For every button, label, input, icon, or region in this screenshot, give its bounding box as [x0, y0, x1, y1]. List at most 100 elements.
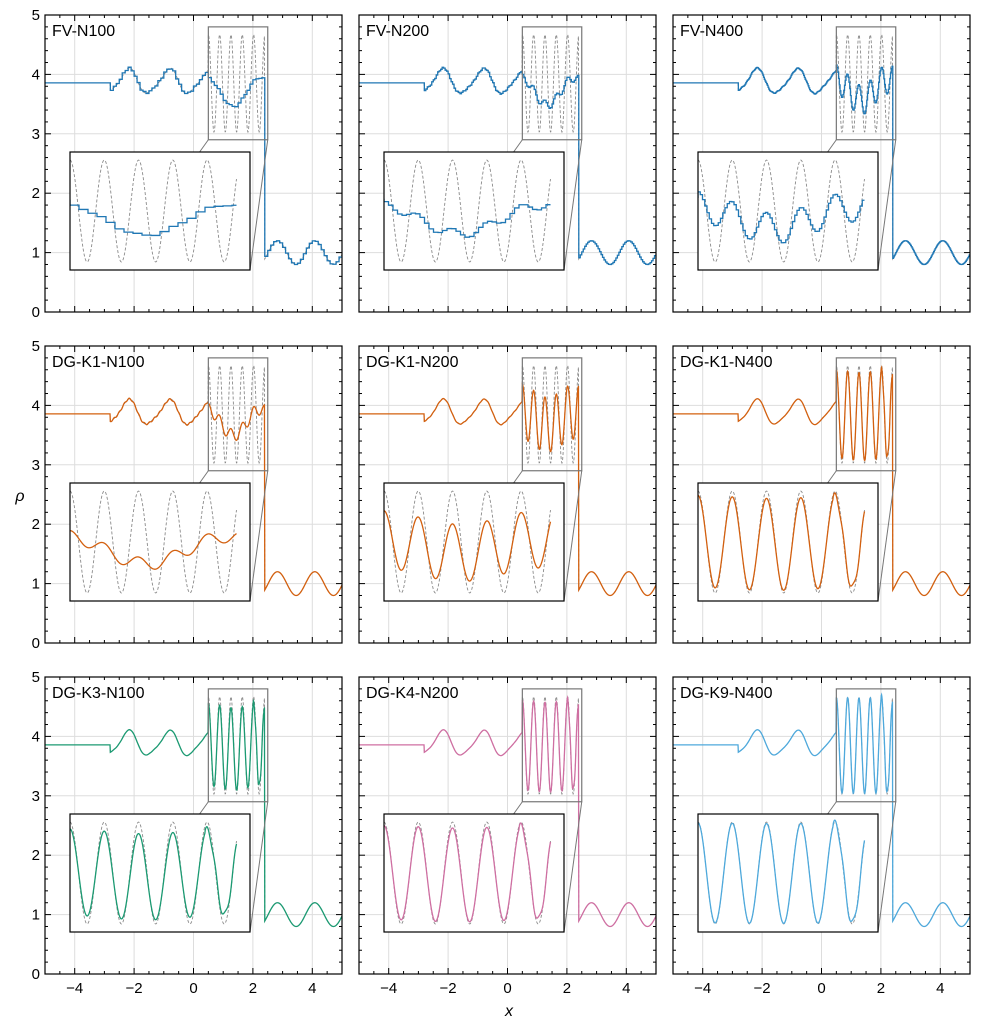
- zoom-connector: [563, 801, 583, 933]
- panel-title: DG-K1-N200: [366, 354, 459, 371]
- y-tick-label: 4: [32, 728, 40, 745]
- y-tick-label: 0: [32, 635, 40, 652]
- zoom-connector: [513, 139, 523, 153]
- inset-plot: [70, 159, 237, 263]
- zoom-region-box: [207, 688, 269, 803]
- zoom-region-box: [207, 357, 269, 472]
- inset-frame: [69, 482, 251, 602]
- solution-line: [359, 382, 656, 597]
- inset-plot: [384, 821, 552, 925]
- inset-plot: [698, 490, 866, 594]
- zoom-connector: [513, 470, 523, 484]
- y-tick-label: 2: [32, 516, 40, 533]
- inset-frame: [383, 813, 565, 933]
- inset-solution-line: [384, 198, 551, 238]
- panel-title: DG-K1-N100: [52, 354, 145, 371]
- x-tick-label: 0: [503, 980, 511, 997]
- zoom-connector: [827, 139, 837, 153]
- panel-title: DG-K1-N400: [680, 354, 773, 371]
- inset-background: [384, 483, 564, 601]
- inset-background: [70, 152, 250, 270]
- panel-fv-n400: FV-N400: [672, 14, 971, 313]
- y-tick-label: 2: [32, 847, 40, 864]
- solution-line: [359, 695, 656, 928]
- y-tick-label: 1: [32, 245, 40, 262]
- panel-dg-k4-n200: −4 −2 0 2 4 DG-K4-N200: [358, 676, 657, 997]
- panel-fv-n100: 0 1 2 3 4 5 FV-N100: [32, 7, 343, 321]
- zoom-region-box: [835, 688, 897, 803]
- inset-reference-line: [698, 159, 865, 263]
- inset-reference-line: [384, 159, 551, 263]
- panel-dg-k1-n200: DG-K1-N200: [358, 345, 657, 644]
- x-tick-label: −4: [380, 980, 397, 997]
- inset-background: [384, 152, 564, 270]
- y-tick-label: 0: [32, 966, 40, 983]
- zoom-region-box: [521, 357, 583, 472]
- x-tick-label: −2: [440, 980, 457, 997]
- solution-line: [45, 698, 342, 928]
- panel-title: FV-N100: [52, 23, 115, 40]
- y-axis-label: ρ: [14, 488, 24, 505]
- zoom-region-box: [521, 688, 583, 803]
- x-tick-label: 4: [622, 980, 630, 997]
- panel-title: DG-K3-N100: [52, 685, 145, 702]
- zoom-connector: [877, 801, 897, 933]
- y-tick-label: 5: [32, 338, 40, 355]
- zoom-connector: [199, 139, 209, 153]
- panel-grid: 0 1 2 3 4 5 FV-N100 FV-N200 FV-N400 0 1 2 3 4 5 DG-K1-N…: [32, 7, 971, 997]
- inset-solution-line: [384, 510, 552, 582]
- inset-solution-line: [70, 826, 238, 921]
- inset-frame: [383, 151, 565, 271]
- x-tick-label: 2: [563, 980, 571, 997]
- inset-solution-line: [70, 199, 237, 237]
- inset-background: [698, 483, 878, 601]
- zoom-connector: [563, 470, 583, 602]
- panel-title: FV-N400: [680, 23, 743, 40]
- inset-plot: [698, 819, 866, 925]
- x-tick-label: 0: [189, 980, 197, 997]
- y-tick-label: 3: [32, 457, 40, 474]
- x-tick-label: 2: [877, 980, 885, 997]
- zoom-region-box: [835, 357, 897, 472]
- inset-reference-line: [70, 159, 237, 263]
- solution-line: [673, 692, 970, 928]
- inset-reference-line: [70, 490, 237, 594]
- inset-background: [698, 152, 878, 270]
- panel-title: DG-K9-N400: [680, 685, 773, 702]
- solution-line: [45, 397, 342, 597]
- zoom-connector: [563, 139, 583, 271]
- zoom-region-box: [521, 26, 583, 141]
- zoom-connector: [877, 470, 897, 602]
- zoom-connector: [827, 801, 837, 815]
- y-tick-label: 1: [32, 907, 40, 924]
- solution-line: [673, 365, 970, 597]
- panel-fv-n200: FV-N200: [358, 14, 657, 313]
- y-tick-label: 1: [32, 576, 40, 593]
- y-tick-label: 4: [32, 397, 40, 414]
- y-tick-label: 5: [32, 669, 40, 686]
- inset-plot: [384, 490, 552, 594]
- zoom-region-box: [835, 26, 897, 141]
- zoom-region-box: [207, 26, 269, 141]
- x-tick-label: −2: [126, 980, 143, 997]
- zoom-connector: [513, 801, 523, 815]
- y-tick-label: 5: [32, 7, 40, 24]
- inset-frame: [69, 813, 251, 933]
- zoom-connector: [827, 470, 837, 484]
- inset-plot: [698, 159, 865, 263]
- x-tick-label: 0: [817, 980, 825, 997]
- zoom-connector: [199, 470, 209, 484]
- y-tick-label: 3: [32, 788, 40, 805]
- inset-reference-line: [384, 490, 551, 594]
- panel-dg-k9-n400: −4 −2 0 2 4 DG-K9-N400: [672, 676, 971, 997]
- inset-plot: [70, 490, 237, 594]
- x-tick-label: −4: [694, 980, 711, 997]
- x-tick-label: 4: [308, 980, 316, 997]
- zoom-connector: [249, 801, 269, 933]
- inset-background: [70, 814, 250, 932]
- y-tick-label: 3: [32, 126, 40, 143]
- inset-background: [698, 814, 878, 932]
- inset-solution-line: [70, 529, 237, 570]
- y-tick-label: 2: [32, 185, 40, 202]
- x-tick-label: −2: [754, 980, 771, 997]
